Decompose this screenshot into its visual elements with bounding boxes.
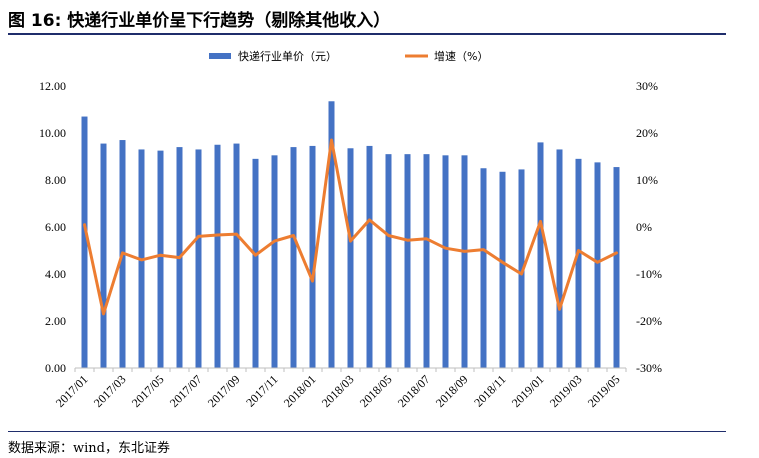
figure-title: 图 16: 快递行业单价呈下行趋势（剔除其他收入） [8,11,391,31]
legend-bar-swatch [209,53,231,59]
left-tick-label: 10.00 [39,126,66,140]
bar [366,145,373,368]
left-tick-label: 2.00 [45,314,66,328]
x-tick-label: 2018/07 [395,372,433,410]
bar [404,154,411,368]
right-tick-label: 20% [636,126,658,140]
bar [613,167,620,368]
legend-bar-label: 快递行业单价（元） [238,49,337,63]
x-tick-label: 2017/01 [53,372,91,410]
bar [157,150,164,368]
bar [461,155,468,368]
x-tick-label: 2017/09 [205,372,243,410]
right-tick-label: 0% [636,220,652,234]
x-tick-label: 2019/01 [509,372,547,410]
x-tick-label: 2018/01 [281,372,319,410]
bar [328,101,335,369]
bar [556,149,563,368]
left-tick-label: 8.00 [45,173,66,187]
right-tick-label: -30% [636,361,662,375]
bar [271,155,278,368]
legend: 快递行业单价（元） 增速（%） [209,49,488,63]
left-y-axis: 0.00 2.00 4.00 6.00 8.00 10.00 12.00 [39,79,66,375]
x-tick-label: 2017/07 [167,372,205,410]
x-tick-label: 2017/05 [129,372,167,410]
bar [594,162,601,368]
x-tick-label: 2018/03 [319,372,357,410]
bar [309,145,316,368]
x-tick-label: 2018/09 [433,372,471,410]
left-tick-label: 4.00 [45,267,66,281]
right-tick-label: -20% [636,314,662,328]
legend-line-label: 增速（%） [434,49,488,63]
x-tick-label: 2018/05 [357,372,395,410]
right-tick-label: -10% [636,267,662,281]
bar [480,168,487,368]
bar [347,148,354,368]
right-y-axis: -30% -20% -10% 0% 10% 20% 30% [636,79,662,375]
x-tick-label: 2018/11 [471,372,508,409]
bar [290,147,297,368]
bar [195,149,202,368]
left-tick-label: 0.00 [45,361,66,375]
bar [537,142,544,368]
x-tick-label: 2019/05 [585,372,623,410]
bar [100,143,107,368]
bar [81,116,88,368]
x-axis: 2017/01 2017/03 2017/05 2017/07 2017/09 2017/… [53,367,627,410]
source-note: 数据来源：wind，东北证券 [8,441,170,456]
line-series [83,138,618,316]
bar [499,171,506,368]
bar [385,154,392,368]
bar [252,158,259,368]
bar [518,169,525,368]
x-tick-label: 2017/03 [91,372,129,410]
bar-series [81,101,620,369]
title-rule [8,33,726,35]
bar [233,143,240,368]
bar [575,158,582,368]
x-tick-label: 2017/11 [243,372,280,409]
bar [442,155,449,368]
right-tick-label: 10% [636,173,658,187]
x-tick-label: 2019/03 [547,372,585,410]
bar [214,144,221,368]
bar [423,154,430,368]
left-tick-label: 6.00 [45,220,66,234]
right-tick-label: 30% [636,79,658,93]
source-rule [8,431,726,432]
left-tick-label: 12.00 [39,79,66,93]
